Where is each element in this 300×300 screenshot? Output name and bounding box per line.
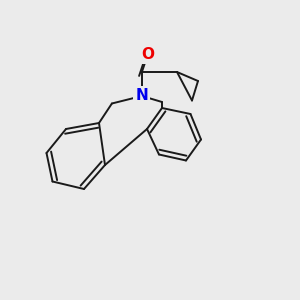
Text: O: O <box>141 46 154 62</box>
Text: N: N <box>136 88 148 104</box>
